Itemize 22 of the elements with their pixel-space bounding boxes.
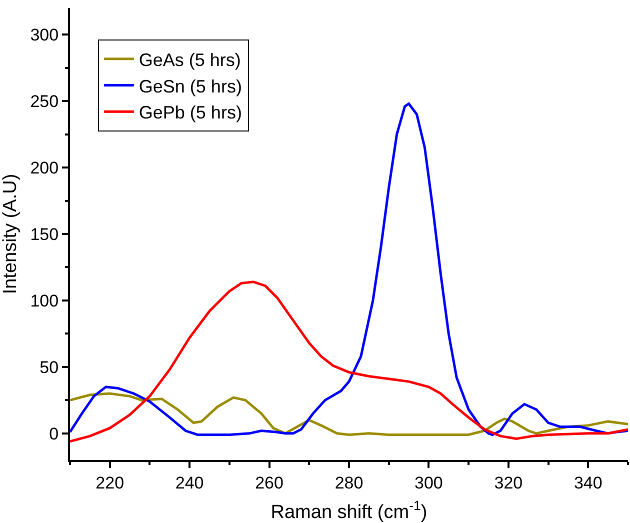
y-tick-label: 250 <box>30 92 59 112</box>
line-series <box>70 102 628 436</box>
line-series <box>70 392 628 436</box>
x-tick-label: 240 <box>175 473 204 492</box>
legend-label: GeSn (5 hrs) <box>138 76 242 96</box>
x-tick-label: 300 <box>414 473 443 492</box>
legend-label: GePb (5 hrs) <box>138 102 242 123</box>
y-tick-label: 200 <box>30 158 59 178</box>
x-tick-label: 220 <box>96 473 124 492</box>
y-tick-label: 300 <box>30 26 59 45</box>
y-axis-title: Intensity (A.U) <box>0 174 21 294</box>
x-tick-label: 320 <box>494 473 523 492</box>
x-tick-label: 340 <box>574 473 602 492</box>
y-tick-label: 150 <box>30 224 59 244</box>
x-tick-label: 280 <box>334 473 364 492</box>
line-series <box>70 280 628 443</box>
y-tick-label: 50 <box>40 358 59 377</box>
legend-label: GeAs (5 hrs) <box>138 50 241 70</box>
x-axis-title: Raman shift (cm$^{-1}$) <box>270 498 428 523</box>
y-tick-label: 100 <box>30 291 59 310</box>
y-tick-label: 0 <box>49 424 59 444</box>
x-tick-label: 260 <box>255 473 284 492</box>
